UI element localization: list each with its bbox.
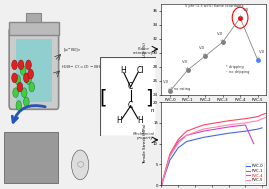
- PVC-1: [160, 184, 163, 186]
- Text: * dripping: * dripping: [226, 65, 244, 69]
- Circle shape: [12, 73, 17, 83]
- Circle shape: [26, 75, 31, 84]
- PVC-0: [202, 136, 205, 139]
- Text: V-0: V-0: [182, 60, 188, 70]
- Text: C: C: [128, 101, 133, 110]
- PVC-0: [176, 147, 180, 149]
- PVC-1: [252, 143, 255, 145]
- PVC-0: [168, 159, 171, 161]
- Circle shape: [72, 150, 89, 180]
- PVC-5: [185, 134, 188, 136]
- PVC-1: [227, 126, 230, 128]
- PVC-1: [185, 134, 188, 136]
- PVC-5: [202, 128, 205, 130]
- PVC-4: [227, 120, 230, 122]
- Line: PVC-5: PVC-5: [161, 117, 266, 185]
- PVC-0: [160, 184, 163, 186]
- PVC-0: [185, 140, 188, 143]
- Circle shape: [22, 88, 27, 98]
- Circle shape: [29, 82, 34, 92]
- Circle shape: [24, 73, 29, 83]
- Text: Flame
retardancy: Flame retardancy: [133, 47, 154, 55]
- Text: V-0: V-0: [258, 50, 266, 59]
- Text: * no rating: * no rating: [171, 87, 190, 91]
- PVC-5: [160, 184, 163, 186]
- PVC-1: [202, 130, 205, 132]
- Text: ⬡: ⬡: [76, 160, 84, 169]
- PVC-5: [256, 120, 260, 122]
- Bar: [26, 13, 41, 22]
- PVC-4: [185, 130, 188, 132]
- PVC-4: [256, 115, 260, 118]
- PVC-1: [176, 140, 180, 143]
- Text: [: [: [99, 88, 107, 108]
- Circle shape: [16, 101, 22, 110]
- Line: PVC-1: PVC-1: [161, 125, 254, 185]
- PVC-4: [202, 124, 205, 126]
- Circle shape: [15, 75, 20, 84]
- Bar: [9, 22, 59, 35]
- Line: PVC-0: PVC-0: [161, 128, 262, 185]
- PVC-5: [168, 155, 171, 157]
- Text: Mechanical
property: Mechanical property: [133, 132, 155, 140]
- FancyBboxPatch shape: [9, 28, 59, 109]
- Text: H: H: [116, 116, 122, 125]
- PVC-5: [260, 118, 264, 120]
- Text: 5 phr (3.3 wt%) flame retardants: 5 phr (3.3 wt%) flame retardants: [185, 4, 243, 8]
- Circle shape: [26, 60, 31, 70]
- Text: V-0: V-0: [199, 46, 205, 56]
- Text: H: H: [121, 67, 126, 75]
- Circle shape: [20, 66, 26, 75]
- Text: n: n: [151, 108, 154, 113]
- PVC-0: [256, 128, 260, 130]
- Text: ]: ]: [146, 88, 153, 108]
- PVC-5: [244, 122, 247, 124]
- Circle shape: [18, 60, 24, 70]
- Bar: [4, 132, 58, 183]
- PVC-4: [168, 153, 171, 155]
- Bar: [16, 39, 52, 102]
- Text: V-0: V-0: [240, 8, 249, 17]
- PVC-5: [265, 116, 268, 119]
- PVC-4: [265, 112, 268, 114]
- Legend: PVC-0, PVC-1, PVC-4, PVC-5: PVC-0, PVC-1, PVC-4, PVC-5: [245, 163, 264, 183]
- Circle shape: [28, 69, 33, 79]
- Circle shape: [24, 97, 29, 107]
- PVC-1: [244, 124, 247, 126]
- Circle shape: [13, 88, 18, 98]
- Text: $[\alpha^{-}N_0]_n$: $[\alpha^{-}N_0]_n$: [63, 46, 81, 54]
- FancyBboxPatch shape: [100, 57, 156, 136]
- X-axis label: Sample: Sample: [206, 108, 222, 112]
- Text: ⁺ no dripping: ⁺ no dripping: [226, 70, 249, 74]
- Text: V-0: V-0: [217, 32, 223, 42]
- Y-axis label: LOI (%): LOI (%): [143, 42, 147, 57]
- PVC-0: [244, 130, 247, 132]
- Text: V-0: V-0: [163, 80, 170, 91]
- PVC-4: [176, 138, 180, 141]
- Y-axis label: Tensile Stress (MPa): Tensile Stress (MPa): [143, 123, 147, 164]
- PVC-5: [227, 124, 230, 126]
- PVC-5: [176, 143, 180, 145]
- Line: PVC-4: PVC-4: [161, 113, 266, 185]
- PVC-4: [244, 118, 247, 120]
- Text: Cl: Cl: [136, 67, 144, 75]
- Circle shape: [17, 82, 23, 92]
- PVC-0: [260, 127, 264, 129]
- Text: $H_2N{\rm -}C(=O){\rm -}NH_2$: $H_2N{\rm -}C(=O){\rm -}NH_2$: [61, 63, 103, 70]
- PVC-4: [160, 184, 163, 186]
- Text: H: H: [137, 116, 143, 125]
- Circle shape: [12, 60, 17, 70]
- Text: C: C: [128, 82, 133, 91]
- PVC-4: [260, 113, 264, 116]
- PVC-0: [227, 132, 230, 134]
- PVC-1: [168, 155, 171, 157]
